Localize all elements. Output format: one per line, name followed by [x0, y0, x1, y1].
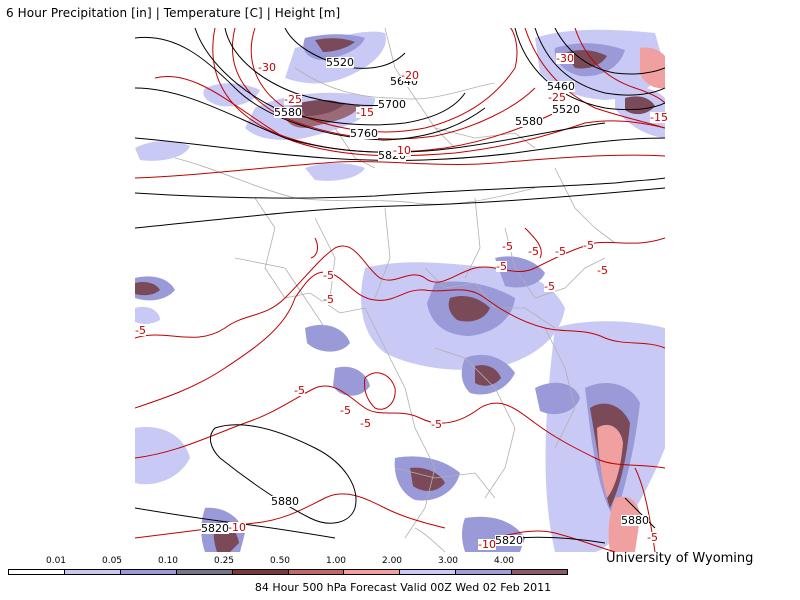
- temperature-label: -5: [496, 260, 507, 273]
- credit-label: University of Wyoming: [606, 551, 754, 566]
- legend-color-segment: [288, 570, 345, 574]
- height-label: 5760: [350, 127, 378, 140]
- forecast-caption: 84 Hour 500 hPa Forecast Valid 00Z Wed 0…: [0, 581, 800, 594]
- legend-tick: 2.00: [381, 556, 403, 566]
- temperature-label: -5: [583, 239, 594, 252]
- height-label: 5880: [271, 495, 299, 508]
- legend-color-segment: [344, 570, 401, 574]
- legend-color-segment: [456, 570, 513, 574]
- precipitation-color-scale: [8, 569, 568, 575]
- map-canvas: [135, 28, 665, 552]
- height-label: 5700: [378, 98, 406, 111]
- legend-tick: 0.25: [213, 556, 235, 566]
- temperature-label: -30: [258, 61, 276, 74]
- legend-tick: 4.00: [493, 556, 515, 566]
- legend-tick-labels: 0.01 0.05 0.10 0.25 0.50 1.00 2.00 3.00 …: [8, 556, 568, 568]
- temperature-label: -15: [356, 106, 374, 119]
- legend-color-segment: [120, 570, 177, 574]
- legend-tick: 0.50: [269, 556, 291, 566]
- legend-color-segment: [64, 570, 121, 574]
- temperature-label: -5: [294, 384, 305, 397]
- temperature-label: -10: [393, 144, 411, 157]
- height-label: 5880: [621, 514, 649, 527]
- legend-color-segment: [176, 570, 233, 574]
- temperature-label: -25: [548, 91, 566, 104]
- temperature-label: -5: [135, 324, 146, 337]
- height-contours: [135, 28, 665, 544]
- temperature-label: -5: [323, 293, 334, 306]
- legend-color-segment: [512, 570, 568, 574]
- weather-map: 5520 5640 5700 5580 5760 5820 5460 5520 …: [135, 28, 668, 552]
- temperature-label: -5: [323, 269, 334, 282]
- height-label: 5820: [201, 522, 229, 535]
- temperature-label: -10: [228, 521, 246, 534]
- temperature-label: -5: [502, 240, 513, 253]
- legend-color-segment: [9, 570, 65, 574]
- legend-tick: 0.10: [157, 556, 179, 566]
- legend-tick: 0.01: [45, 556, 67, 566]
- height-label: 5520: [326, 56, 354, 69]
- temperature-label: -10: [478, 538, 496, 551]
- temperature-label: -5: [340, 404, 351, 417]
- height-label: 5640: [390, 75, 418, 88]
- temperature-label: -15: [650, 111, 668, 124]
- height-label: 5820: [378, 149, 406, 162]
- legend-tick: 3.00: [437, 556, 459, 566]
- temperature-label: -5: [544, 280, 555, 293]
- temperature-label: -5: [597, 264, 608, 277]
- legend-color-segment: [400, 570, 457, 574]
- temperature-label: -5: [555, 245, 566, 258]
- legend-tick: 0.05: [101, 556, 123, 566]
- temperature-label: -5: [528, 245, 539, 258]
- temperature-label: -5: [431, 418, 442, 431]
- legend-color-segment: [232, 570, 289, 574]
- map-title: 6 Hour Precipitation [in] | Temperature …: [6, 6, 341, 20]
- height-label: 5460: [547, 80, 575, 93]
- forecast-caption-text: 84 Hour 500 hPa Forecast Valid 00Z Wed 0…: [254, 581, 552, 594]
- temperature-label: -30: [556, 52, 574, 65]
- temperature-label: -20: [401, 69, 419, 82]
- temperature-label: -5: [360, 417, 371, 430]
- height-label: 5580: [274, 106, 302, 119]
- height-label: 5580: [515, 115, 543, 128]
- height-label: 5520: [552, 103, 580, 116]
- height-label: 5820: [495, 534, 523, 547]
- legend-tick: 1.00: [325, 556, 347, 566]
- temperature-label: -5: [647, 531, 658, 544]
- temperature-label: -25: [284, 93, 302, 106]
